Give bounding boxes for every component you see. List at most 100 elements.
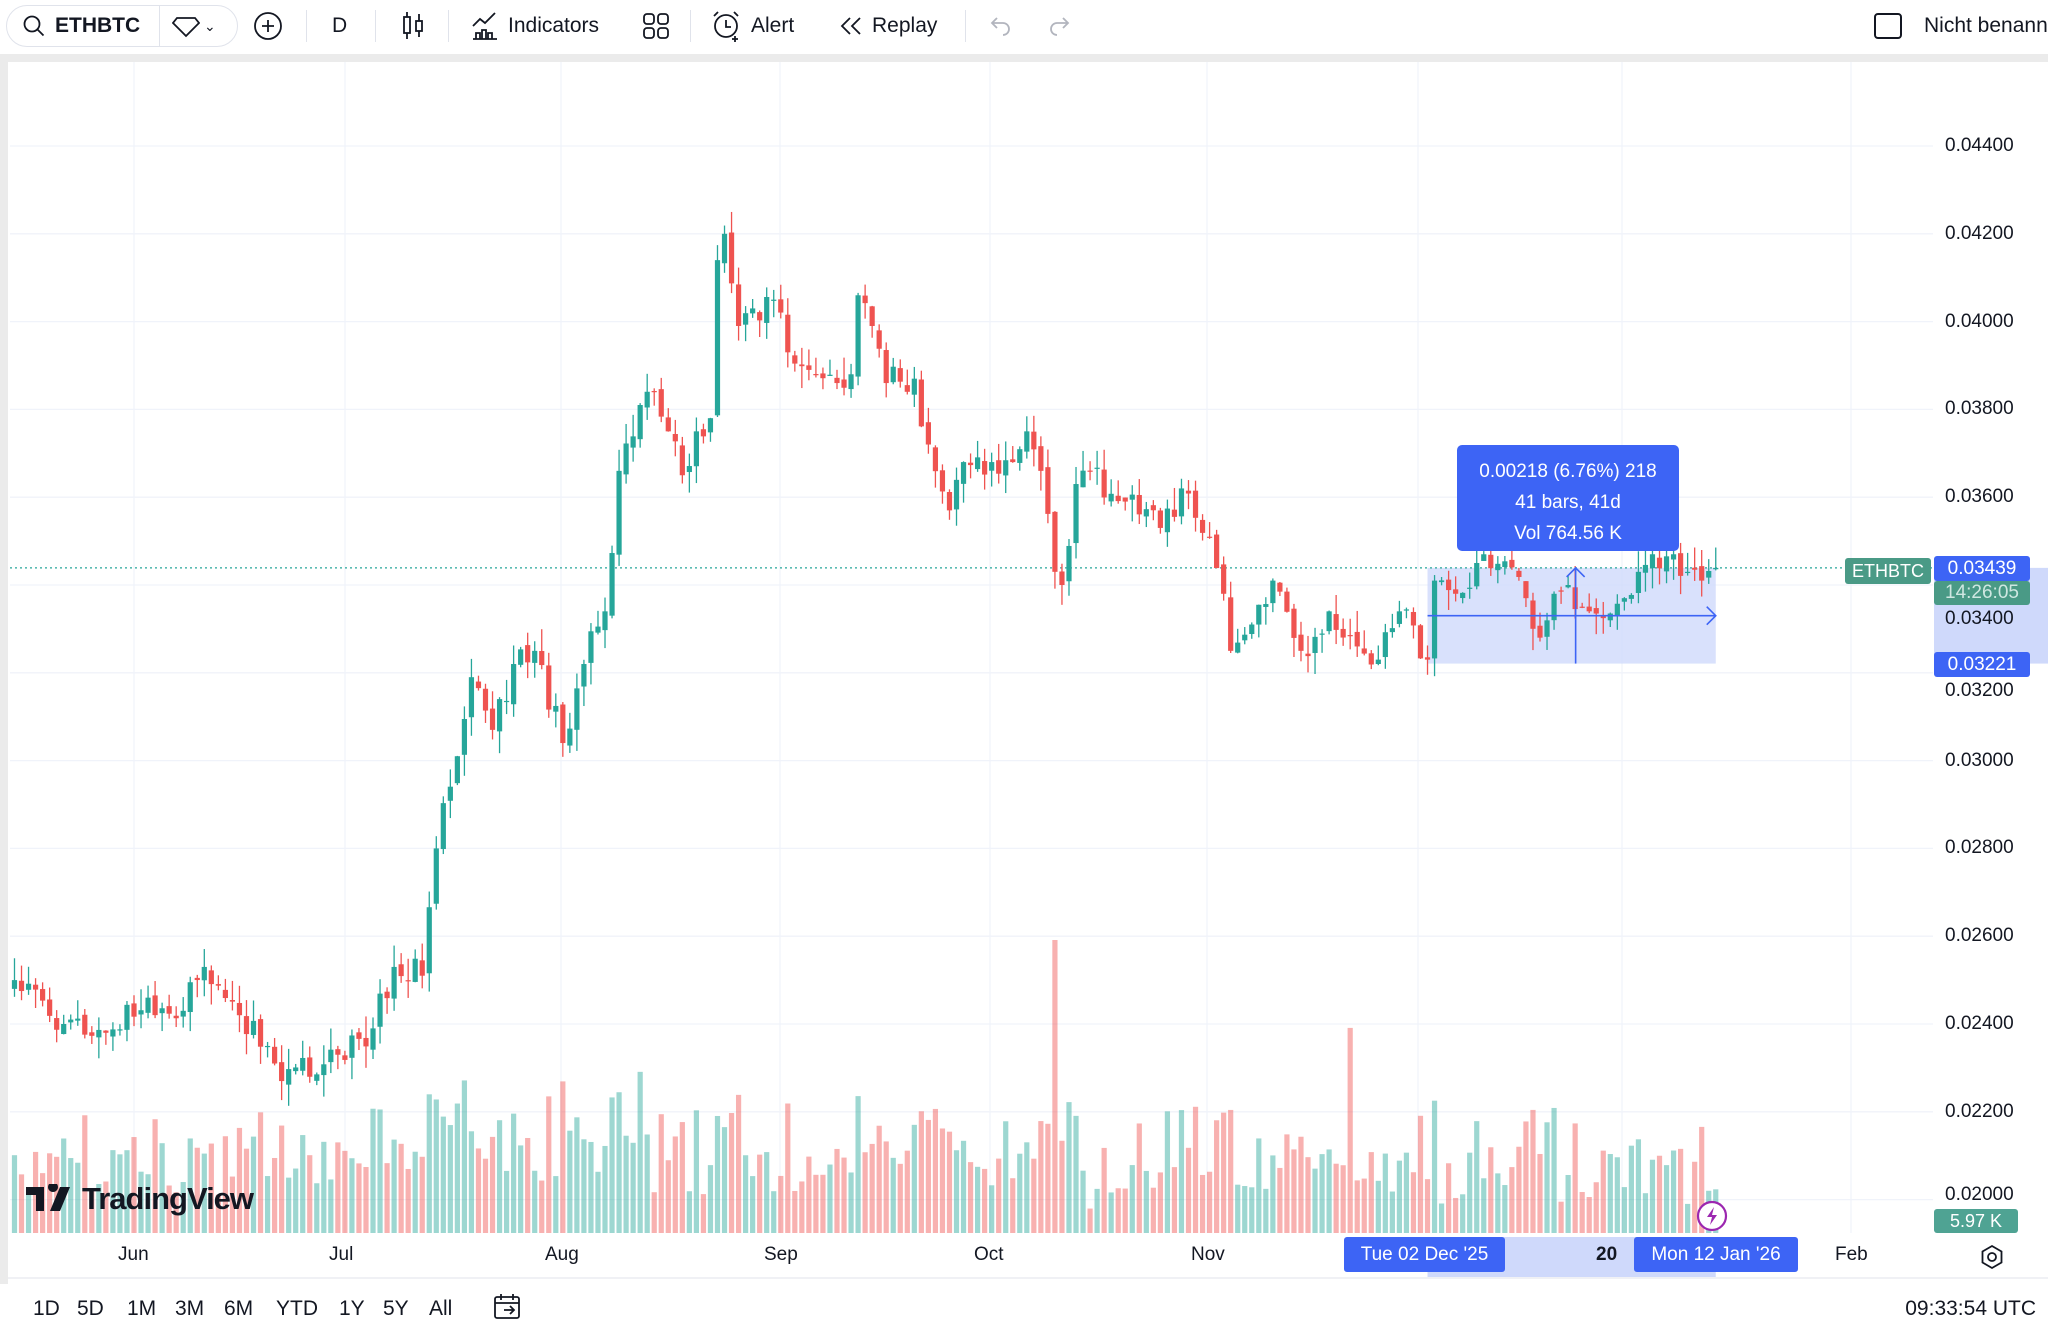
candle-body [321,1064,327,1076]
candle-body [897,368,903,382]
candle-body [883,350,889,384]
volume-bar [1431,1100,1438,1233]
bottom-toolbar: 1D 5D 1M 3M 6M YTD 1Y 5Y All 09:33:54 UTC [0,1280,2048,1332]
price-tick-label: 0.02600 [1945,925,2014,947]
layout-checkbox[interactable] [1874,13,1902,39]
candle-body [1375,659,1381,664]
candle-body [356,1032,362,1039]
volume-bar [813,1174,819,1233]
candle-body [405,980,411,982]
add-symbol-icon[interactable] [253,11,283,41]
volume-bar [1312,1168,1318,1233]
volume-bar [911,1124,917,1233]
time-tick-label: Jun [118,1244,149,1265]
candle-body [827,374,833,376]
lightning-icon[interactable] [1695,1199,1729,1233]
measure-low-tag: 0.03221 [1934,652,2030,677]
volume-bar [461,1080,468,1233]
price-tick-label: 0.02000 [1945,1184,2014,1205]
interval-button[interactable]: D [332,14,348,37]
indicators-label: Indicators [508,14,600,37]
redo-icon[interactable] [1047,15,1071,37]
candle-body [25,983,32,990]
volume-bar [1656,1155,1663,1233]
volume-bar [1509,1167,1515,1233]
candle-body [1094,467,1100,469]
range-button-all[interactable]: All [429,1297,453,1320]
volume-bar [721,1127,728,1233]
range-button-3m[interactable]: 3M [175,1297,205,1320]
candle-body [953,479,960,510]
volume-bar [1453,1197,1459,1233]
volume-bar [525,1137,531,1233]
range-button-1d[interactable]: 1D [33,1297,60,1320]
volume-bar [1206,1171,1213,1233]
candle-body [1122,497,1128,502]
volume-bar [1185,1147,1192,1233]
range-button-1y[interactable]: 1Y [339,1297,365,1320]
candle-body [1460,592,1466,599]
symbol-search[interactable]: ETHBTC ⌄ [6,5,238,47]
volume-bar [989,1185,995,1233]
alert-button[interactable]: Alert [711,0,794,52]
price-tick-label: 0.04400 [1945,135,2014,156]
volume-bar [503,1170,510,1233]
volume-bar [602,1145,608,1233]
candle-body [1699,566,1705,581]
volume-bar [1115,1188,1121,1233]
candle-body [131,1003,137,1017]
volume-bar [1256,1138,1262,1233]
volume-bar [145,1174,151,1233]
candle-body [1101,469,1107,498]
range-button-5y[interactable]: 5Y [383,1297,409,1320]
range-button-ytd[interactable]: YTD [276,1297,318,1320]
symbol-name[interactable]: ETHBTC [55,14,141,37]
candle-body [1312,636,1318,654]
diamond-icon[interactable] [172,14,200,38]
candle-body [525,645,531,663]
price-tick-label: 0.02400 [1945,1013,2014,1034]
indicators-button[interactable]: Indicators [470,0,599,52]
range-button-5d[interactable]: 5D [77,1297,104,1320]
volume-bar [412,1151,418,1233]
candle-body [349,1035,355,1058]
candle-body [194,977,200,981]
candle-body [1389,628,1395,633]
calendar-icon[interactable] [492,1292,522,1322]
candle-body [1214,534,1220,569]
replay-button[interactable]: Replay [838,0,937,52]
candle-body [40,989,46,1001]
layouts-icon[interactable] [642,12,670,40]
settings-icon[interactable] [1979,1244,2005,1270]
range-button-6m[interactable]: 6M [224,1297,254,1320]
volume-bar [1031,1158,1037,1233]
layout-name[interactable]: Nicht benann [1924,14,2048,37]
volume-bar [496,1120,503,1233]
candle-body [1249,624,1255,635]
volume-bar [300,1135,306,1233]
volume-bar [1368,1152,1374,1233]
undo-icon[interactable] [989,15,1013,37]
volume-bar [356,1163,362,1233]
countdown-tag: 14:26:05 [1934,581,2030,605]
volume-bar [349,1158,355,1233]
candles-icon[interactable] [400,11,426,41]
arrow-up-icon [1566,566,1586,578]
candle-body [1453,589,1459,594]
chevron-down-icon[interactable]: ⌄ [204,17,216,34]
candle-body [637,405,643,440]
volume-bar [1298,1136,1304,1233]
candle-body [1706,570,1712,578]
candle-body [1038,446,1044,471]
candle-body [989,462,995,471]
volume-bar [609,1097,615,1233]
candle-body [447,786,453,801]
volume-bar [1066,1102,1072,1233]
toolbar-divider [0,54,2048,62]
range-button-1m[interactable]: 1M [127,1297,157,1320]
volume-bar [644,1134,650,1233]
candle-body [307,1057,313,1077]
candle-body [975,457,981,470]
candle-body [1080,470,1086,488]
